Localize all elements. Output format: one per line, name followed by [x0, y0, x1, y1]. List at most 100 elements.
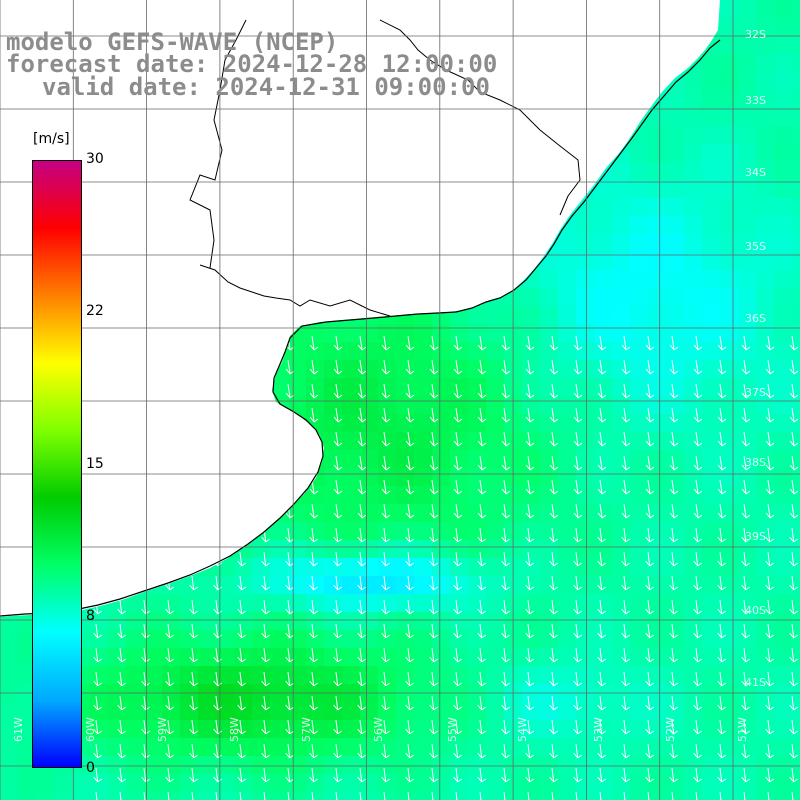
wind-arrow [765, 671, 774, 687]
wind-cell [666, 594, 684, 612]
wind-cell [432, 360, 450, 378]
wind-cell [594, 612, 612, 630]
wind-cell [144, 720, 162, 738]
wind-arrow [525, 527, 534, 543]
wind-cell [738, 774, 756, 792]
wind-arrow [237, 551, 246, 567]
wind-arrow [261, 743, 270, 759]
wind-cell [630, 630, 648, 648]
wind-cell [324, 414, 342, 432]
wind-arrow [405, 431, 415, 447]
wind-cell [612, 576, 630, 594]
wind-arrow [117, 719, 126, 735]
wind-arrow [621, 575, 630, 591]
wind-arrow [525, 551, 534, 567]
wind-arrow [669, 671, 678, 687]
wind-arrow [645, 359, 655, 375]
wind-arrow [693, 407, 703, 423]
wind-cell [288, 612, 306, 630]
wind-cell [126, 666, 144, 684]
wind-arrow [573, 599, 582, 615]
wind-cell [324, 540, 342, 558]
wind-cell [468, 378, 486, 396]
wind-cell [774, 612, 792, 630]
wind-cell [486, 756, 504, 774]
wind-cell [324, 756, 342, 774]
wind-cell [558, 504, 576, 522]
wind-cell [450, 576, 468, 594]
wind-cell [180, 720, 198, 738]
wind-arrow [333, 503, 343, 519]
wind-cell [774, 270, 792, 288]
wind-cell [540, 594, 558, 612]
wind-cell [324, 486, 342, 504]
wind-cell [666, 90, 684, 108]
wind-cell [738, 126, 756, 144]
wind-cell [432, 648, 450, 666]
wind-cell [396, 432, 414, 450]
wind-arrow [573, 623, 582, 639]
wind-arrow [237, 575, 246, 591]
wind-cell [720, 90, 738, 108]
wind-cell [486, 576, 504, 594]
wind-cell [630, 738, 648, 756]
wind-cell [756, 630, 774, 648]
wind-arrow [765, 431, 775, 447]
wind-cell [774, 90, 792, 108]
wind-arrow [669, 551, 678, 567]
wind-cell [234, 756, 252, 774]
lon-label: 58W [228, 717, 241, 742]
wind-arrow [357, 695, 366, 711]
wind-cell [360, 486, 378, 504]
wind-cell [738, 612, 756, 630]
wind-cell [198, 774, 216, 792]
wind-cell [396, 648, 414, 666]
wind-arrow [309, 671, 318, 687]
wind-arrow [717, 671, 726, 687]
wind-arrow [669, 647, 678, 663]
wind-cell [126, 630, 144, 648]
wind-cell [594, 774, 612, 792]
wind-cell [594, 630, 612, 648]
wind-cell [648, 630, 666, 648]
wind-cell [684, 342, 702, 360]
wind-arrow [621, 743, 630, 759]
wind-cell [774, 144, 792, 162]
wind-cell [180, 738, 198, 756]
wind-cell [486, 450, 504, 468]
wind-arrow [693, 551, 702, 567]
wind-cell [720, 450, 738, 468]
lon-label: 56W [372, 717, 385, 742]
wind-cell [648, 306, 666, 324]
wind-cell [612, 324, 630, 342]
wind-arrow [621, 719, 630, 735]
wind-cell [450, 504, 468, 522]
wind-cell [396, 756, 414, 774]
wind-cell [486, 432, 504, 450]
wind-cell [774, 450, 792, 468]
wind-cell [342, 612, 360, 630]
wind-cell [396, 630, 414, 648]
wind-cell [558, 432, 576, 450]
wind-cell [702, 108, 720, 126]
wind-cell [666, 486, 684, 504]
wind-arrow [477, 551, 486, 567]
wind-cell [630, 378, 648, 396]
wind-cell [666, 414, 684, 432]
wind-cell [756, 0, 774, 18]
wind-cell [522, 486, 540, 504]
wind-cell [684, 306, 702, 324]
wind-cell [666, 558, 684, 576]
wind-cell [468, 738, 486, 756]
wind-cell [576, 306, 594, 324]
wind-cell [774, 0, 792, 18]
wind-cell [450, 648, 468, 666]
wind-cell [792, 648, 800, 666]
wind-cell [576, 756, 594, 774]
wind-arrow [621, 479, 631, 495]
wind-arrow [597, 431, 607, 447]
wind-cell [792, 162, 800, 180]
wind-arrow [429, 719, 438, 735]
wind-arrow [429, 359, 439, 375]
wind-cell [216, 756, 234, 774]
